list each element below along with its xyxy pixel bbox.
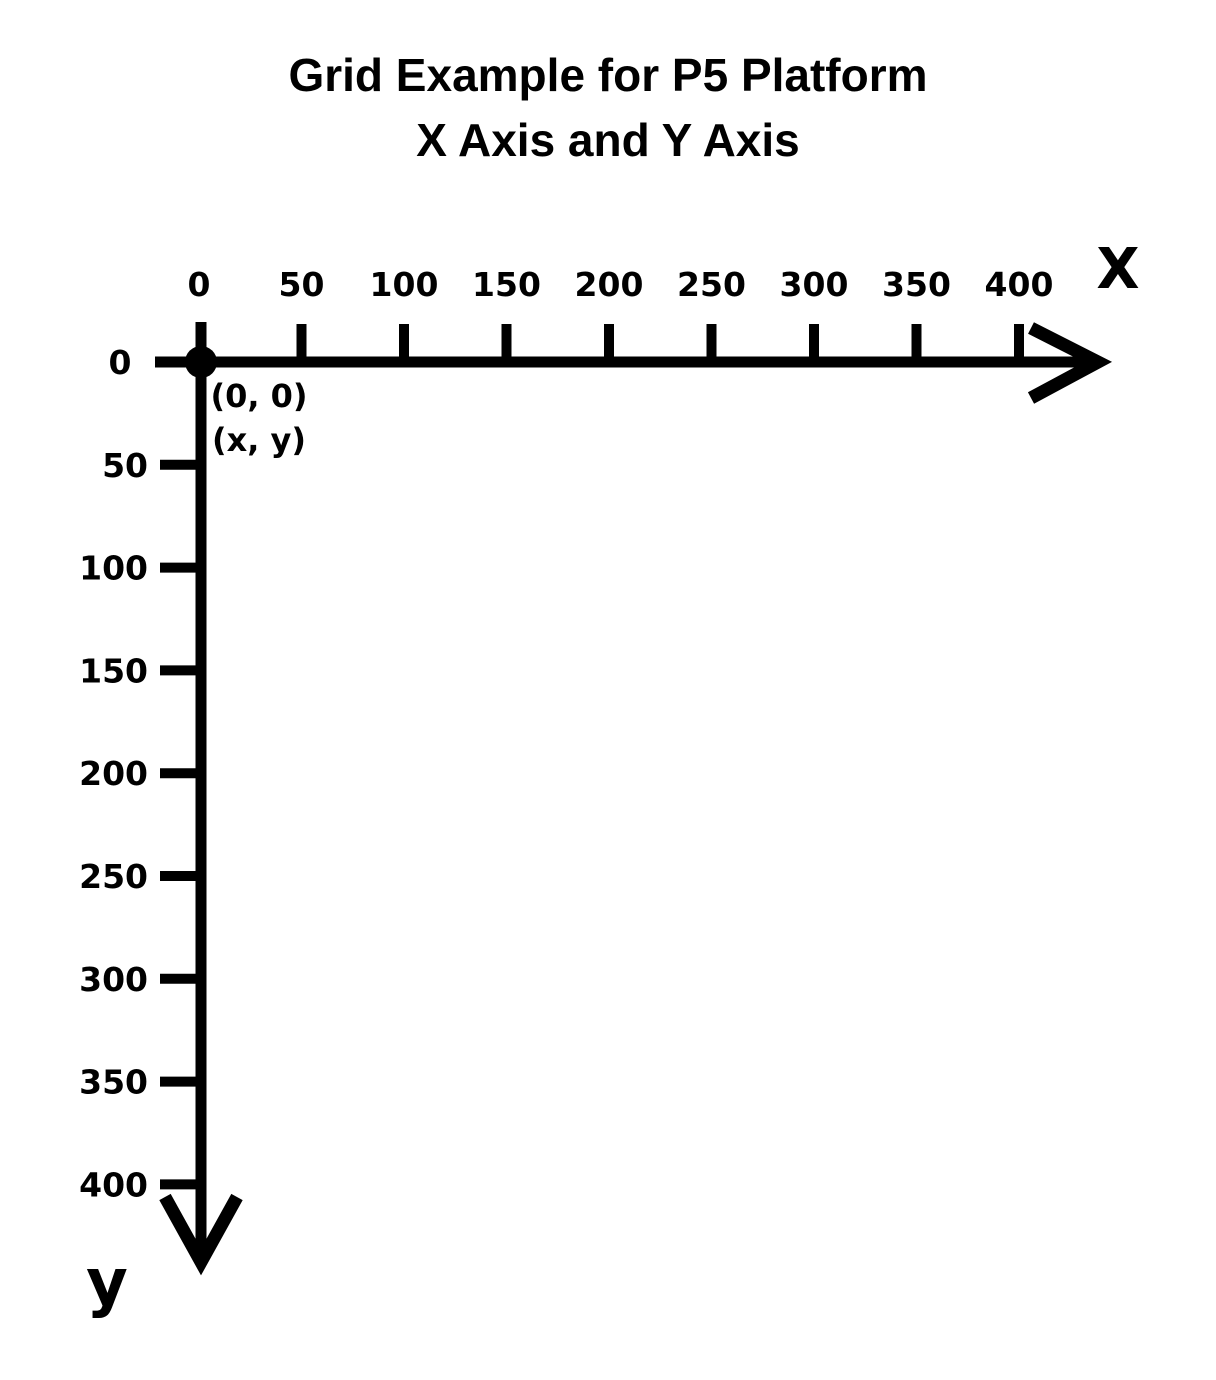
- x-tick-label: 0: [188, 265, 211, 304]
- y-tick-label: 300: [79, 960, 148, 999]
- x-tick-label: 350: [882, 265, 951, 304]
- y-tick-label: 350: [79, 1063, 148, 1102]
- origin-xy-label: (x, y): [212, 421, 306, 459]
- x-tick-label: 50: [279, 265, 325, 304]
- y-tick-label: 250: [79, 857, 148, 896]
- y-tick-label: 150: [79, 651, 148, 690]
- y-axis-ticks: 0 50 100 150 200 250 300 350 400: [79, 343, 201, 1204]
- y-tick-label: 200: [79, 754, 148, 793]
- x-tick-label: 250: [677, 265, 746, 304]
- x-tick-label: 400: [985, 265, 1054, 304]
- x-axis-arrowhead: [1027, 322, 1113, 404]
- x-axis-ticks: 0 50 100 150 200 250 300 350 400: [188, 265, 1054, 362]
- x-tick-label: 200: [575, 265, 644, 304]
- y-tick-label: 0: [109, 343, 132, 382]
- origin-coordinates-label: (0, 0): [210, 377, 307, 415]
- diagram-title-line-1: Grid Example for P5 Platform: [288, 49, 928, 101]
- x-tick-label: 100: [370, 265, 439, 304]
- x-axis-letter: X: [1096, 237, 1139, 302]
- diagram-title-line-2: X Axis and Y Axis: [416, 114, 800, 166]
- x-tick-label: 150: [472, 265, 541, 304]
- y-axis-letter: y: [86, 1246, 128, 1320]
- y-tick-label: 50: [102, 446, 148, 485]
- y-tick-label: 100: [79, 549, 148, 588]
- y-axis-arrowhead: [159, 1193, 243, 1276]
- x-tick-label: 300: [780, 265, 849, 304]
- origin-point: [185, 346, 217, 378]
- y-tick-label: 400: [79, 1165, 148, 1204]
